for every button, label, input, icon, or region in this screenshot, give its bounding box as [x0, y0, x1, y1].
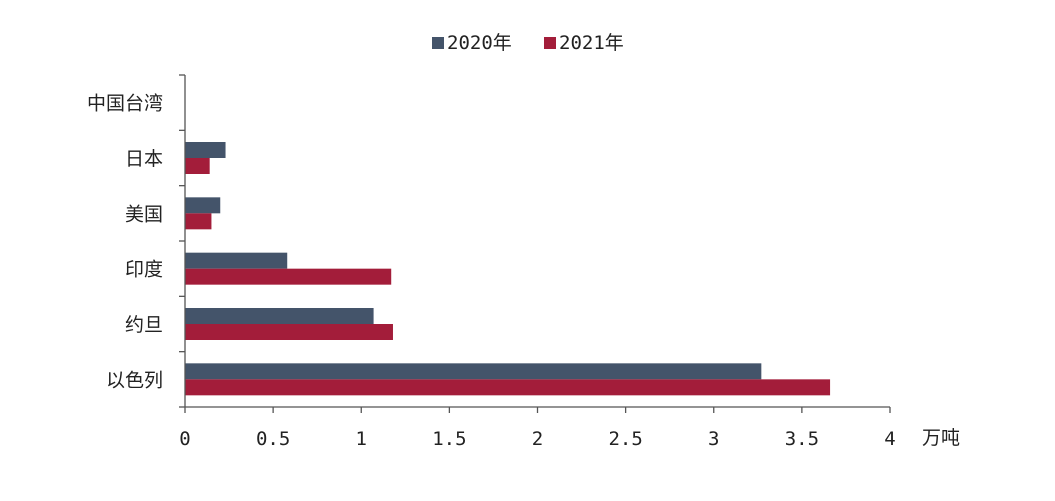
bar-series2-1: [185, 158, 210, 174]
bar-series1-5: [185, 363, 762, 380]
x-tick-label: 0.5: [256, 428, 290, 450]
category-label: 日本: [125, 148, 163, 170]
legend: 2020年 2021年: [432, 32, 624, 54]
bar-series1-3: [185, 252, 288, 269]
x-tick-label: 3.5: [785, 428, 819, 450]
category-label: 以色列: [106, 369, 163, 391]
x-tick-label: 0: [179, 428, 190, 450]
x-tick-label: 3: [708, 428, 719, 450]
bar-series2-3: [185, 268, 392, 285]
x-tick-label: 2: [532, 428, 543, 450]
x-axis-unit-label: 万吨: [922, 427, 960, 449]
axes: [179, 74, 891, 413]
category-label: 中国台湾: [87, 93, 163, 115]
category-label: 美国: [125, 203, 163, 225]
legend-swatch-2: [544, 37, 556, 49]
bar-series1-2: [185, 197, 221, 214]
legend-label-1: 2020年: [447, 32, 512, 54]
category-label: 约旦: [125, 314, 163, 336]
bar-series1-4: [185, 308, 374, 324]
legend-label-2: 2021年: [559, 32, 624, 54]
bar-series2-4: [185, 324, 393, 340]
x-tick-label: 1.5: [432, 428, 466, 450]
bar-series2-5: [185, 379, 831, 396]
x-tick-label: 2.5: [608, 428, 642, 450]
bar-series2-2: [185, 213, 212, 230]
x-tick-label: 1: [356, 428, 367, 450]
bar-series1-1: [185, 142, 226, 158]
x-tick-label: 4: [884, 428, 895, 450]
bars: [185, 142, 831, 396]
legend-swatch-1: [432, 37, 444, 49]
category-label: 印度: [125, 259, 163, 281]
x-tick-labels: 0 0.5 1 1.5 2 2.5 3 3.5 4: [179, 428, 895, 450]
